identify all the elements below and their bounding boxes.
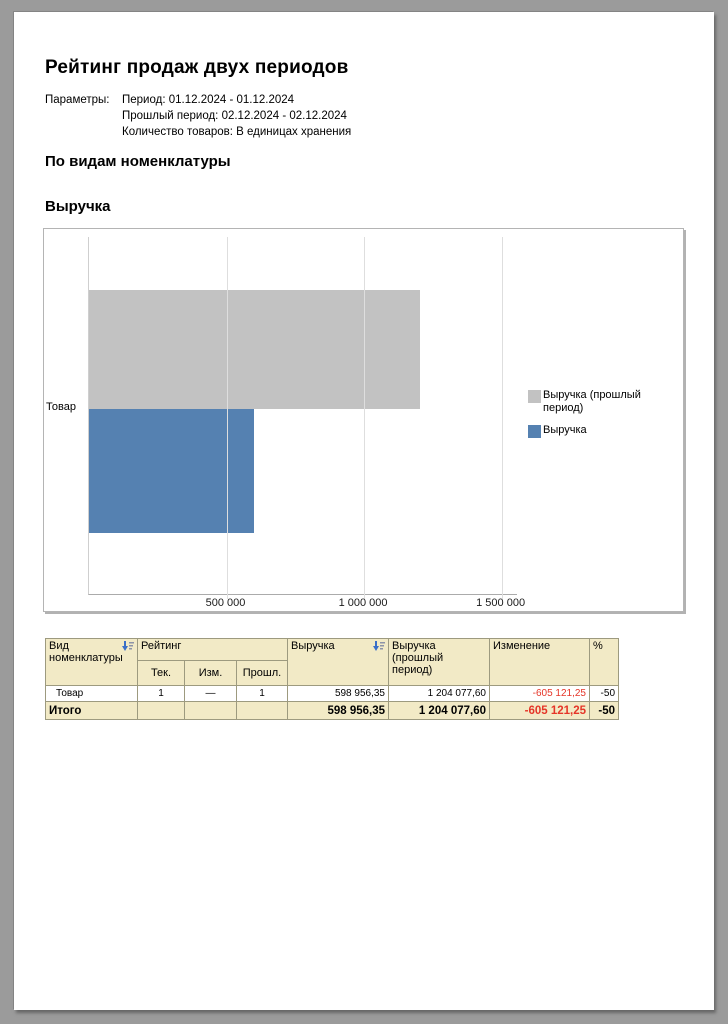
results-table: Вид номенклатуры Рейтинг Выручка [45, 638, 619, 720]
cell-total-revenue: 598 956,35 [287, 701, 389, 720]
sort-descending-icon[interactable] [121, 641, 135, 654]
page-title: Рейтинг продаж двух периодов [45, 57, 349, 78]
cell-revenue-previous[interactable]: 1 204 077,60 [388, 685, 490, 702]
cell-rank-change[interactable]: — [184, 685, 237, 702]
report-page: Рейтинг продаж двух периодов Параметры: … [14, 12, 714, 1010]
bar-revenue-previous [89, 289, 421, 410]
column-header-rank-previous[interactable]: Прошл. [236, 660, 288, 686]
cell-total-change: -605 121,25 [489, 701, 590, 720]
cell-rank-current[interactable]: 1 [137, 685, 185, 702]
parameter-prev-period: Прошлый период: 02.12.2024 - 02.12.2024 [122, 110, 347, 122]
column-header-percent[interactable]: % [589, 638, 619, 686]
bar-revenue-current [89, 409, 254, 533]
cell-percent[interactable]: -50 [589, 685, 619, 702]
legend-entry-previous: Выручка (прошлый период) [528, 389, 678, 415]
gridline [501, 237, 503, 599]
cell-total-label: Итого [45, 701, 138, 720]
column-header-label: Вид номенклатуры [49, 640, 123, 664]
cell-total-rank-change [184, 701, 237, 720]
column-header-revenue-previous[interactable]: Выручка (прошлый период) [388, 638, 490, 686]
chart-title: Выручка [45, 198, 111, 215]
report-parameters: Параметры: Период: 01.12.2024 - 01.12.20… [45, 92, 351, 140]
section-title: По видам номенклатуры [45, 153, 231, 170]
cell-revenue[interactable]: 598 956,35 [287, 685, 389, 702]
x-tick-label: 500 000 [205, 597, 246, 609]
cell-nomenclature[interactable]: Товар [45, 685, 138, 702]
legend-entry-current: Выручка [528, 424, 678, 438]
table-total-row[interactable]: Итого 598 956,35 1 204 077,60 -605 121,2… [45, 701, 619, 720]
cell-total-percent: -50 [589, 701, 619, 720]
x-tick-label: 1 500 000 [476, 597, 526, 609]
legend-swatch [528, 390, 541, 403]
gridline [364, 237, 366, 599]
column-header-label: Выручка [291, 640, 335, 652]
cell-change[interactable]: -605 121,25 [489, 685, 590, 702]
cell-total-rank-current [137, 701, 185, 720]
parameter-quantity: Количество товаров: В единицах хранения [122, 126, 352, 138]
column-header-rank-change[interactable]: Изм. [184, 660, 237, 686]
column-header-change[interactable]: Изменение [489, 638, 590, 686]
x-axis-labels: 500 000 1 000 000 1 500 000 [88, 597, 525, 611]
column-header-rank-current[interactable]: Тек. [137, 660, 185, 686]
parameters-label: Параметры: [45, 94, 110, 106]
legend-label: Выручка (прошлый период) [543, 389, 641, 414]
column-header-revenue[interactable]: Выручка [287, 638, 389, 686]
column-header-nomenclature[interactable]: Вид номенклатуры [45, 638, 138, 686]
sort-descending-icon[interactable] [372, 641, 386, 654]
cell-total-revenue-previous: 1 204 077,60 [388, 701, 490, 720]
x-tick-label: 1 000 000 [338, 597, 388, 609]
cell-total-rank-previous [236, 701, 288, 720]
column-header-rating[interactable]: Рейтинг [137, 638, 288, 661]
gridline [226, 237, 228, 599]
plot-area [88, 237, 517, 599]
parameter-period: Период: 01.12.2024 - 01.12.2024 [122, 94, 295, 106]
chart-legend: Выручка (прошлый период) Выручка [528, 389, 678, 447]
y-axis-category-label: Товар [46, 401, 76, 413]
legend-swatch [528, 425, 541, 438]
table-row[interactable]: Товар 1 — 1 598 956,35 1 204 077,60 -605… [45, 685, 619, 702]
cell-rank-previous[interactable]: 1 [236, 685, 288, 702]
legend-label: Выручка [543, 424, 587, 436]
bar-chart: 500 000 1 000 000 1 500 000 Товар Выручка … [43, 228, 684, 612]
